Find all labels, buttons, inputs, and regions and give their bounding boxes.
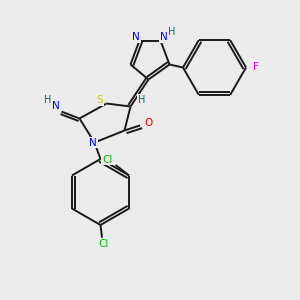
Text: H: H bbox=[138, 95, 146, 105]
Text: N: N bbox=[52, 101, 59, 111]
Text: N: N bbox=[160, 32, 168, 43]
Text: N: N bbox=[132, 32, 140, 43]
Text: O: O bbox=[144, 118, 153, 128]
Text: S: S bbox=[97, 95, 103, 105]
Text: H: H bbox=[168, 27, 175, 37]
Text: F: F bbox=[253, 62, 259, 73]
Text: N: N bbox=[89, 137, 97, 148]
Text: H: H bbox=[44, 95, 51, 105]
Text: Cl: Cl bbox=[102, 154, 112, 165]
Text: Cl: Cl bbox=[98, 239, 109, 249]
